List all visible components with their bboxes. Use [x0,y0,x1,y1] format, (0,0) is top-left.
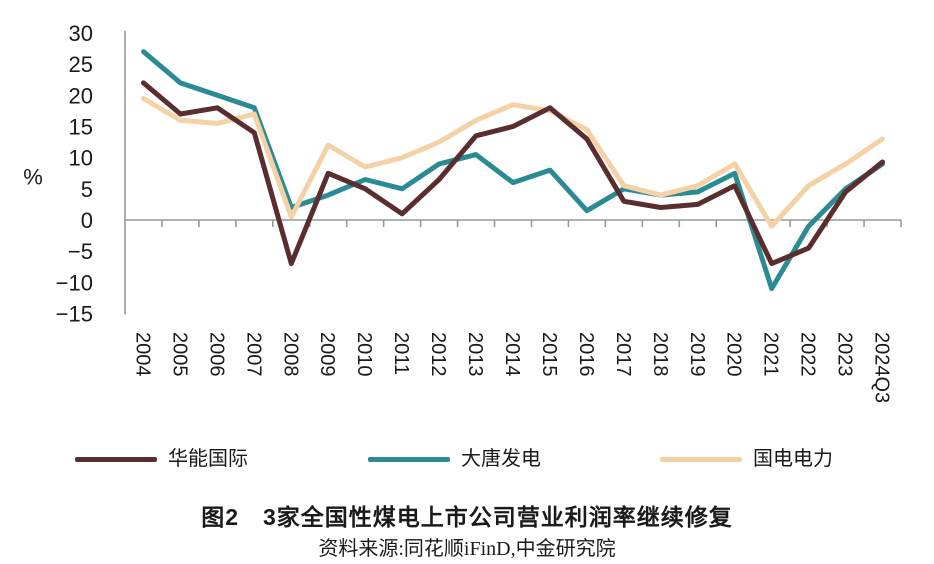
line-chart: 30 25 20 15 10 5 0 −5 −10 −15% 2004 2005 2006 2007 200… [23,21,902,403]
series-line-1 [141,49,885,292]
x-tick-label: 2011 [390,332,412,375]
x-tick-label: 2012 [427,332,449,377]
x-tick-label: 2023 [834,332,856,377]
x-tick-label: 2004 [131,332,153,377]
legend-entry-0: 华能国际 [75,446,248,472]
legend-swatch-2 [660,456,742,462]
y-tick-label: −15 [56,302,93,327]
y-tick-label: 15 [69,115,93,140]
legend-swatch-1 [368,456,450,462]
x-tick-label: 2018 [649,332,671,377]
y-tick-label: 30 [69,21,93,46]
x-tick-label: 2014 [501,332,523,377]
y-tick-label: 20 [69,83,93,108]
legend-swatch-0 [75,456,157,462]
x-tick-label: 2019 [686,332,708,377]
legend: 华能国际 大唐发电 国电电力 [0,446,934,472]
figure-source: 资料来源:同花顺iFinD,中金研究院 [318,538,616,560]
legend-label-0: 华能国际 [168,448,248,470]
y-tick-label: 5 [81,177,93,202]
y-tick-label: −5 [68,239,93,264]
legend-label-2: 国电电力 [753,448,833,470]
x-tick-label: 2021 [760,332,782,377]
x-tick-label: 2009 [316,332,338,377]
x-tick-label: 2020 [723,332,745,377]
legend-entry-2: 国电电力 [660,446,833,472]
series-line-0 [141,80,885,267]
x-tick-label: 2010 [353,332,375,377]
x-tick-label: 2006 [205,332,227,377]
y-tick-label: 10 [69,146,93,171]
x-tick-label: 2013 [464,332,486,377]
x-tick-label: 2005 [168,332,190,377]
x-tick-label: 2022 [797,332,819,377]
figure-caption: 图2 3家全国性煤电上市公司营业利润率继续修复 [201,504,733,530]
legend-entry-1: 大唐发电 [368,446,541,472]
y-axis-unit-label: % [23,164,43,189]
y-tick-label: 25 [69,52,93,77]
x-tick-label: 2008 [279,332,301,377]
x-tick-label: 2016 [575,332,597,377]
x-tick-label: 2007 [242,332,264,377]
series-line-2 [141,96,885,229]
x-tick-label: 2017 [612,332,634,377]
x-tick-label: 2015 [538,332,560,377]
x-tick-label: 2024Q3 [871,332,893,403]
legend-label-1: 大唐发电 [461,448,541,470]
y-tick-label: 0 [81,208,93,233]
y-tick-label: −10 [56,270,93,295]
